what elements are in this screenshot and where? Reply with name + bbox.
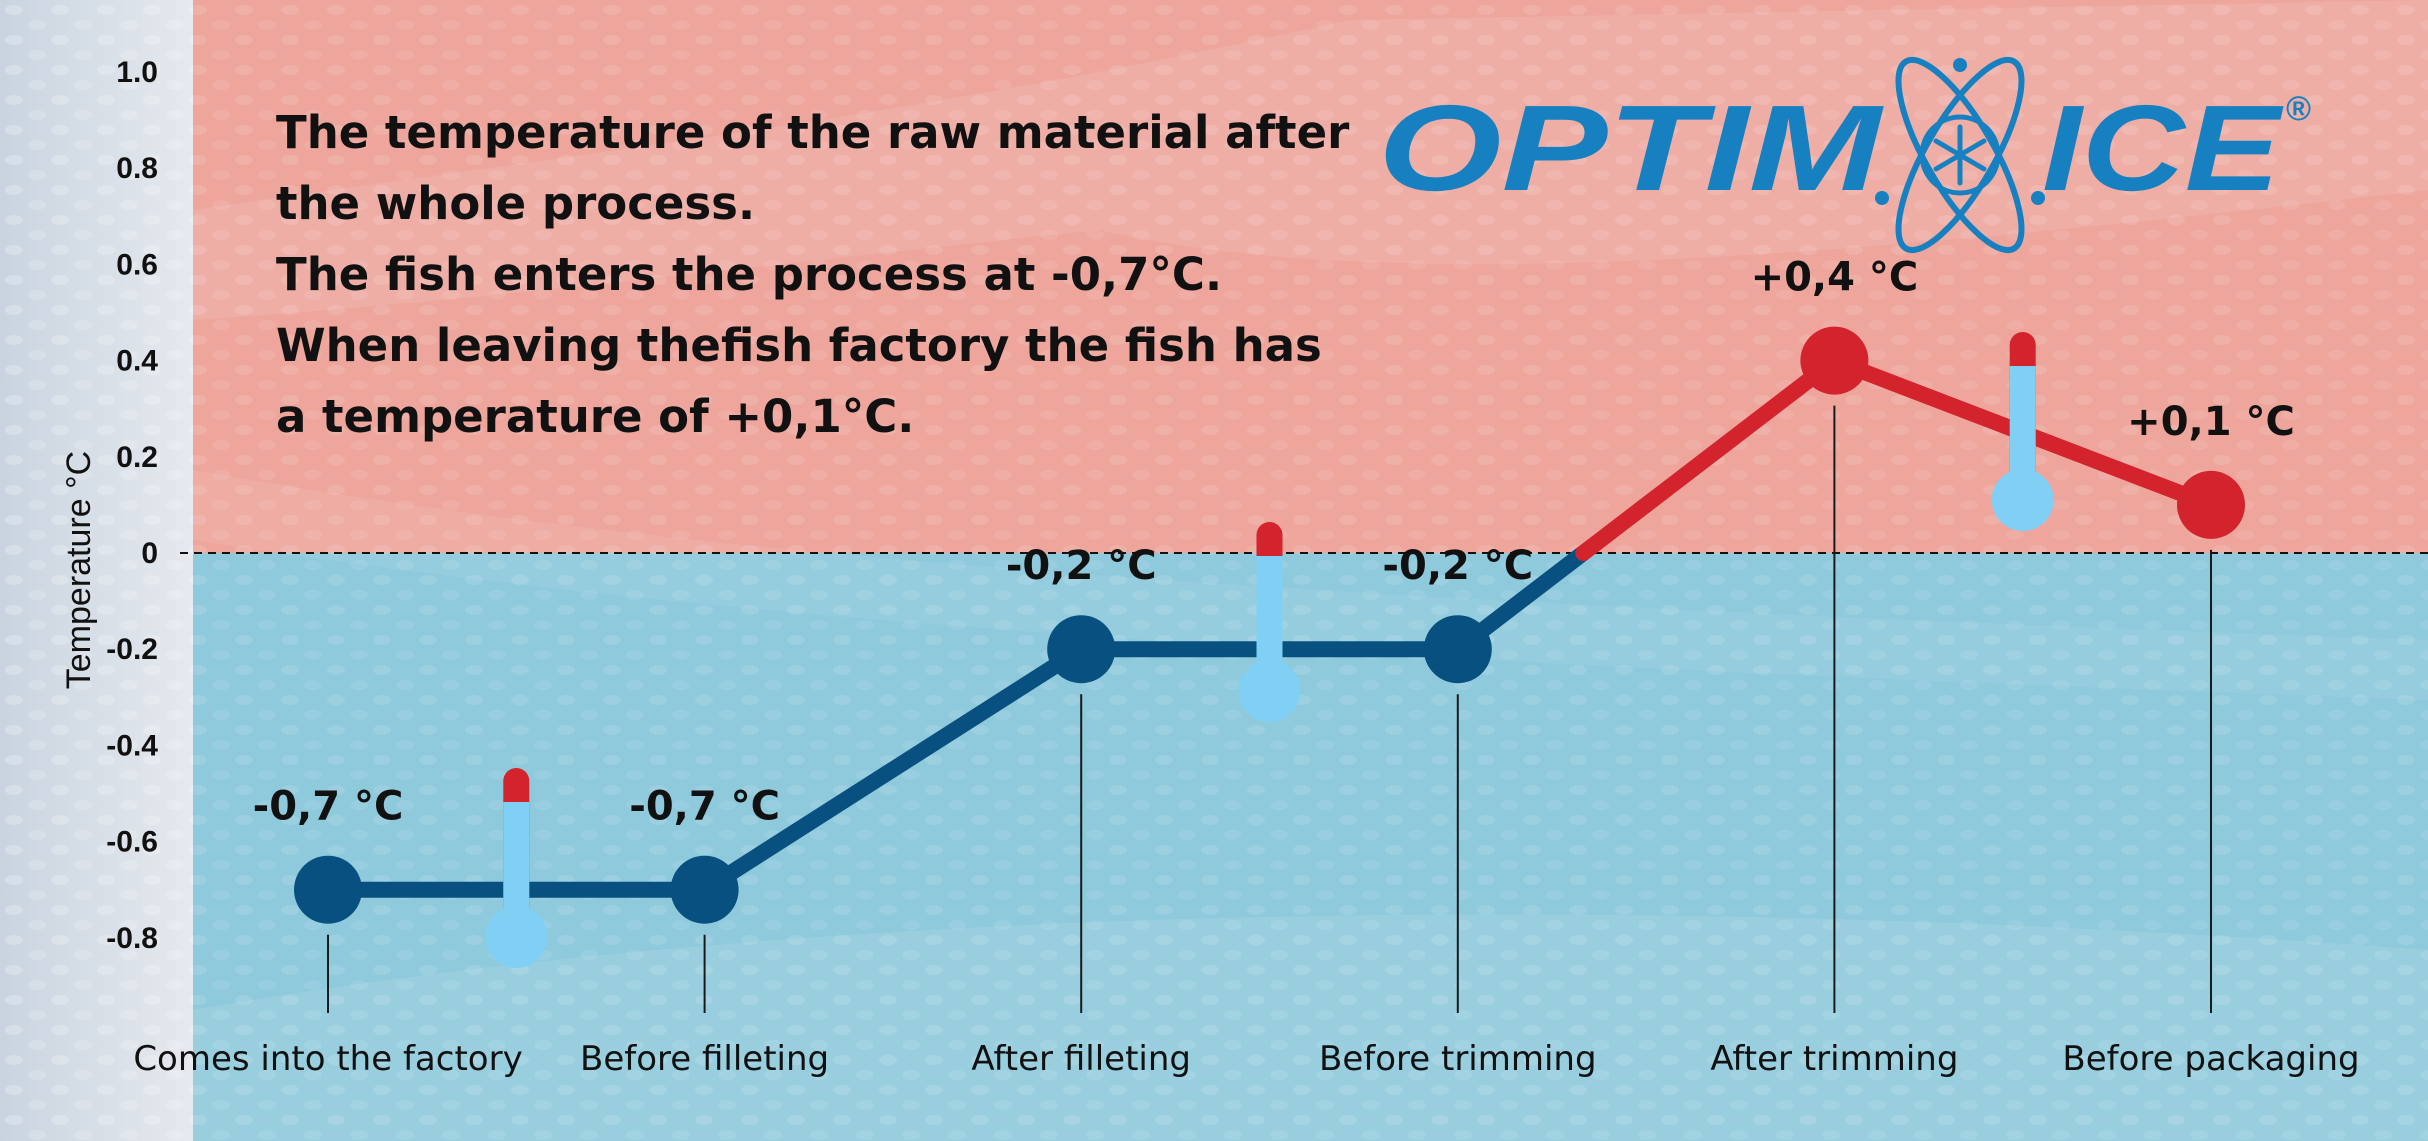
description-line: When leaving thefish factory the fish ha… [276, 319, 1322, 372]
x-category-label: After filleting [971, 1039, 1191, 1079]
y-tick-label: -0.4 [106, 729, 158, 762]
series-segment [696, 641, 1090, 898]
y-tick-label: 0 [141, 537, 158, 570]
data-point [2177, 470, 2245, 539]
y-tick-label: 0.8 [116, 152, 158, 185]
description-line: The temperature of the raw material afte… [276, 106, 1350, 159]
y-tick-label: 0.2 [116, 441, 158, 474]
registered-mark: ® [2286, 90, 2311, 128]
data-labels: -0,7 °C -0,7 °C -0,2 °C -0,2 °C +0,4 °C +0,1 … [253, 255, 2295, 830]
data-point [1800, 326, 1869, 395]
y-tick-label: -0.2 [106, 633, 158, 666]
thermometer-icon [485, 768, 548, 968]
x-category-label: After trimming [1710, 1039, 1958, 1079]
thermometer-bulb [1238, 660, 1301, 722]
data-points [294, 326, 2245, 924]
y-axis: 1.0 0.8 0.6 0.4 0.2 0 -0.2 -0.4 -0.6 -0.8 [106, 56, 158, 955]
data-label: +0,4 °C [1751, 255, 1919, 301]
x-category-label: Comes into the factory [133, 1039, 522, 1079]
atom-snowflake-icon [1875, 56, 2045, 254]
background-texture [193, 0, 2428, 1141]
description-line: the whole process. [276, 177, 755, 230]
data-label: -0,7 °C [253, 784, 404, 830]
thermometer-icon [1991, 332, 2054, 531]
data-point [1047, 615, 1116, 684]
series-segment [1575, 352, 1843, 561]
logo-text-left: OPTIM [1378, 80, 1884, 216]
y-axis-title: Temperature °C [60, 451, 98, 689]
y-tick-label: 0.4 [116, 345, 158, 378]
y-tick-label: -0.6 [106, 826, 158, 859]
thermometer-icon [1238, 522, 1301, 722]
description-line: The fish enters the process at -0,7°C. [276, 248, 1222, 301]
data-label: -0,7 °C [629, 784, 780, 830]
y-tick-label: -0.8 [106, 922, 158, 955]
optimice-logo: OPTIM ICE ® [1378, 56, 2311, 254]
logo-text-right: ICE [2042, 80, 2284, 216]
data-point [294, 855, 362, 924]
x-category-label: Before trimming [1319, 1039, 1597, 1079]
data-label: -0,2 °C [1006, 543, 1157, 589]
data-label: +0,1 °C [2127, 399, 2295, 445]
x-axis: Comes into the factory Before filleting Af… [133, 1039, 2359, 1079]
data-point [1423, 615, 1492, 684]
y-tick-label: 1.0 [116, 56, 158, 89]
thermometer-bulb [1991, 469, 2054, 531]
description-text: The temperature of the raw material afte… [276, 106, 1365, 443]
thermometer-bulb [485, 906, 548, 968]
description-line: a temperature of +0,1°C. [276, 390, 914, 443]
x-category-label: Before filleting [580, 1039, 829, 1079]
data-point [670, 855, 739, 924]
axis-panel-texture [0, 0, 193, 1141]
background-wave [193, 914, 2428, 1141]
x-category-label: Before packaging [2062, 1039, 2359, 1079]
thermometer-icons [485, 332, 2054, 968]
data-label: -0,2 °C [1382, 543, 1533, 589]
y-tick-label: 0.6 [116, 248, 158, 281]
category-guide-lines [327, 405, 2212, 1013]
